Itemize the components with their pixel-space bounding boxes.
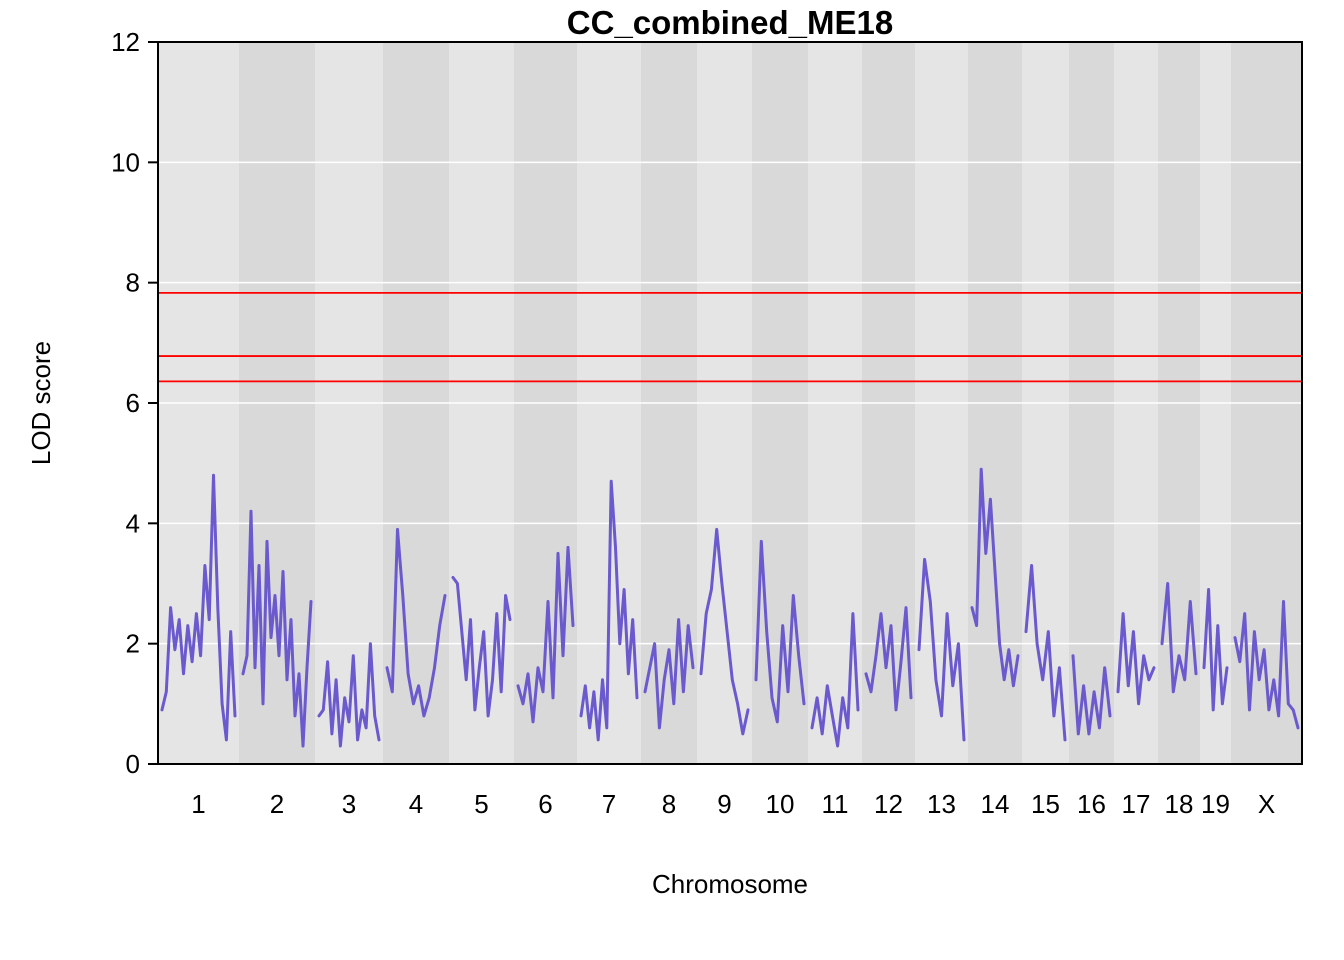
y-tick-label-6: 6 xyxy=(126,388,140,418)
x-tick-label-5: 5 xyxy=(474,789,488,819)
x-tick-label-7: 7 xyxy=(602,789,616,819)
lod-curve-chr-9 xyxy=(699,527,750,736)
lod-curve-chr-13 xyxy=(917,557,966,742)
lod-curve-chr-1 xyxy=(160,473,237,742)
x-tick-label-8: 8 xyxy=(662,789,676,819)
x-tick-label-14: 14 xyxy=(981,789,1010,819)
lod-curve-chr-X xyxy=(1233,600,1300,730)
lod-curve-group xyxy=(160,467,1300,748)
x-tick-label-4: 4 xyxy=(409,789,423,819)
y-axis-label: LOD score xyxy=(26,341,56,465)
x-tick-label-13: 13 xyxy=(927,789,956,819)
lod-curve-chr-8 xyxy=(643,618,695,730)
lod-curve-chr-11 xyxy=(810,612,860,748)
chart-title: CC_combined_ME18 xyxy=(567,4,893,41)
x-tick-label-11: 11 xyxy=(822,789,849,819)
lod-curve-chr-4 xyxy=(385,527,447,718)
x-tick-label-9: 9 xyxy=(717,789,731,819)
x-tick-label-16: 16 xyxy=(1077,789,1106,819)
y-tick-label-0: 0 xyxy=(126,749,140,779)
lod-curve-chr-14 xyxy=(970,467,1020,688)
lod-curve-chr-6 xyxy=(516,545,575,724)
x-tick-label-19: 19 xyxy=(1201,789,1230,819)
lod-curve-chr-12 xyxy=(864,606,913,712)
lod-curve-chr-7 xyxy=(579,479,639,742)
gridlines xyxy=(158,161,1302,645)
lod-curve-chr-3 xyxy=(317,642,381,748)
y-tick-label-8: 8 xyxy=(126,268,140,298)
x-tick-label-15: 15 xyxy=(1031,789,1060,819)
lod-curve-chr-15 xyxy=(1024,564,1067,742)
y-tick-label-2: 2 xyxy=(126,629,140,659)
lod-curve-chr-10 xyxy=(754,539,806,724)
lod-curve-chr-17 xyxy=(1116,612,1156,706)
x-tick-label-3: 3 xyxy=(342,789,356,819)
lod-curve-chr-16 xyxy=(1071,654,1112,736)
x-tick-label-1: 1 xyxy=(191,789,205,819)
y-tick-label-4: 4 xyxy=(126,508,140,538)
x-tick-label-10: 10 xyxy=(766,789,795,819)
lod-curve-chr-2 xyxy=(241,509,313,748)
threshold-lines xyxy=(158,291,1302,383)
x-axis-ticks: 1 2 3 4 5 6 7 8 9 10 11 12 13 14 15 16 17 18 19 X xyxy=(191,789,1275,819)
x-tick-label-6: 6 xyxy=(538,789,552,819)
x-tick-label-X: X xyxy=(1258,789,1275,819)
x-tick-label-2: 2 xyxy=(270,789,284,819)
y-tick-label-12: 12 xyxy=(111,27,140,57)
x-tick-label-18: 18 xyxy=(1165,789,1194,819)
lod-curve-chr-19 xyxy=(1202,588,1229,712)
lod-curve-chr-5 xyxy=(451,576,512,718)
x-tick-label-12: 12 xyxy=(874,789,903,819)
x-axis-label: Chromosome xyxy=(652,869,808,899)
y-axis-ticks: 0 2 4 6 8 10 12 xyxy=(111,27,158,779)
x-tick-label-17: 17 xyxy=(1122,789,1151,819)
y-tick-label-10: 10 xyxy=(111,147,140,177)
lod-curve-chr-18 xyxy=(1160,582,1198,694)
